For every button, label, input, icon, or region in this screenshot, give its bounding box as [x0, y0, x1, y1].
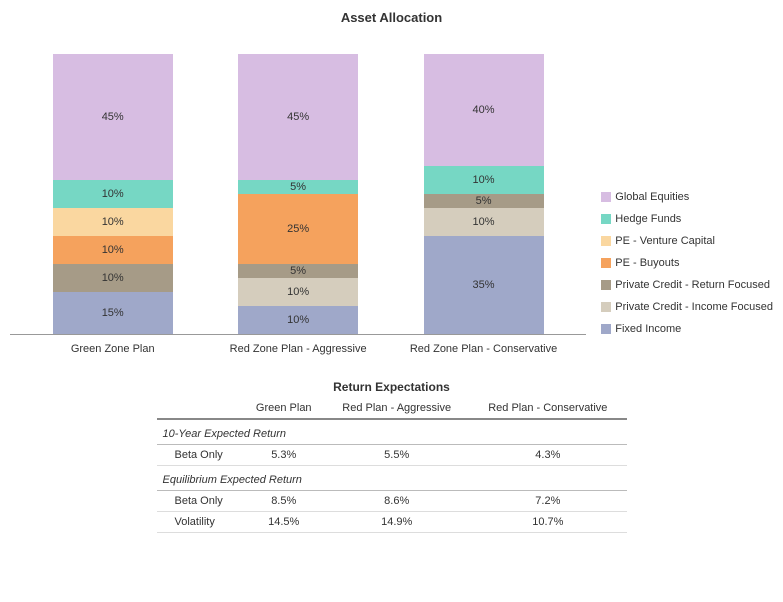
- table-row-label: Beta Only: [157, 445, 244, 466]
- table-cell: 5.5%: [324, 445, 469, 466]
- x-axis-label: Red Zone Plan - Conservative: [409, 343, 559, 355]
- table-section-title: Equilibrium Expected Return: [157, 466, 627, 491]
- table-section-title: 10-Year Expected Return: [157, 419, 627, 445]
- bar-column: 15%10%10%10%10%45%: [38, 54, 188, 334]
- bar-segment-global_eq: 45%: [53, 54, 173, 180]
- chart-title: Asset Allocation: [10, 10, 773, 25]
- bar-segment-global_eq: 40%: [424, 54, 544, 166]
- bar-segment-hedge: 10%: [53, 180, 173, 208]
- table-title: Return Expectations: [157, 380, 627, 394]
- table-column-header: [157, 398, 244, 419]
- bar-segment-pc_return: 5%: [424, 194, 544, 208]
- table-cell: 8.6%: [324, 491, 469, 512]
- legend-swatch: [601, 280, 611, 290]
- chart-area: 15%10%10%10%10%45%10%10%5%25%5%45%35%10%…: [10, 35, 773, 355]
- table-cell: 5.3%: [243, 445, 324, 466]
- table-cell: 14.9%: [324, 512, 469, 533]
- bar-segment-pe_buyouts: 25%: [238, 194, 358, 264]
- legend-swatch: [601, 236, 611, 246]
- legend-label: Private Credit - Return Focused: [615, 279, 770, 291]
- legend-item: Hedge Funds: [601, 213, 773, 225]
- bar-segment-fixed_income: 35%: [424, 236, 544, 334]
- stacked-bar: 35%10%5%10%40%: [424, 54, 544, 334]
- return-expectations-table: Return Expectations Green PlanRed Plan -…: [157, 380, 627, 533]
- bar-segment-pc_return: 5%: [238, 264, 358, 278]
- table-cell: 14.5%: [243, 512, 324, 533]
- legend-label: Global Equities: [615, 191, 689, 203]
- x-axis-label: Green Zone Plan: [38, 343, 188, 355]
- bar-segment-global_eq: 45%: [238, 54, 358, 180]
- bar-column: 10%10%5%25%5%45%: [223, 54, 373, 334]
- legend-label: Hedge Funds: [615, 213, 681, 225]
- bars-region: 15%10%10%10%10%45%10%10%5%25%5%45%35%10%…: [10, 35, 586, 335]
- bar-segment-hedge: 10%: [424, 166, 544, 194]
- table-row-label: Volatility: [157, 512, 244, 533]
- table-row: Beta Only8.5%8.6%7.2%: [157, 491, 627, 512]
- legend-swatch: [601, 258, 611, 268]
- table-column-header: Green Plan: [243, 398, 324, 419]
- legend-item: Private Credit - Income Focused: [601, 301, 773, 313]
- legend-swatch: [601, 302, 611, 312]
- legend-item: Private Credit - Return Focused: [601, 279, 773, 291]
- table-column-header: Red Plan - Aggressive: [324, 398, 469, 419]
- legend-swatch: [601, 324, 611, 334]
- x-axis-labels: Green Zone Plan Red Zone Plan - Aggressiv…: [10, 335, 586, 355]
- legend-swatch: [601, 214, 611, 224]
- bar-segment-pc_income: 10%: [424, 208, 544, 236]
- legend-label: PE - Buyouts: [615, 257, 679, 269]
- bar-segment-fixed_income: 15%: [53, 292, 173, 334]
- legend-item: PE - Buyouts: [601, 257, 773, 269]
- bar-column: 35%10%5%10%40%: [409, 54, 559, 334]
- legend-item: Global Equities: [601, 191, 773, 203]
- table-cell: 7.2%: [469, 491, 626, 512]
- table-row-label: Beta Only: [157, 491, 244, 512]
- chart-legend: Global Equities Hedge Funds PE - Venture C…: [601, 191, 773, 335]
- bar-segment-hedge: 5%: [238, 180, 358, 194]
- legend-item: Fixed Income: [601, 323, 773, 335]
- bar-segment-pe_vc: 10%: [53, 208, 173, 236]
- bar-segment-pe_buyouts: 10%: [53, 236, 173, 264]
- stacked-bar: 10%10%5%25%5%45%: [238, 54, 358, 334]
- bar-segment-fixed_income: 10%: [238, 306, 358, 334]
- stacked-bar: 15%10%10%10%10%45%: [53, 54, 173, 334]
- legend-swatch: [601, 192, 611, 202]
- legend-item: PE - Venture Capital: [601, 235, 773, 247]
- table-cell: 10.7%: [469, 512, 626, 533]
- table-row: Beta Only5.3%5.5%4.3%: [157, 445, 627, 466]
- table-cell: 4.3%: [469, 445, 626, 466]
- legend-label: PE - Venture Capital: [615, 235, 715, 247]
- x-axis-label: Red Zone Plan - Aggressive: [223, 343, 373, 355]
- table-cell: 8.5%: [243, 491, 324, 512]
- bar-segment-pc_return: 10%: [53, 264, 173, 292]
- legend-label: Fixed Income: [615, 323, 681, 335]
- table-column-header: Red Plan - Conservative: [469, 398, 626, 419]
- legend-label: Private Credit - Income Focused: [615, 301, 773, 313]
- table-row: Volatility14.5%14.9%10.7%: [157, 512, 627, 533]
- bar-segment-pc_income: 10%: [238, 278, 358, 306]
